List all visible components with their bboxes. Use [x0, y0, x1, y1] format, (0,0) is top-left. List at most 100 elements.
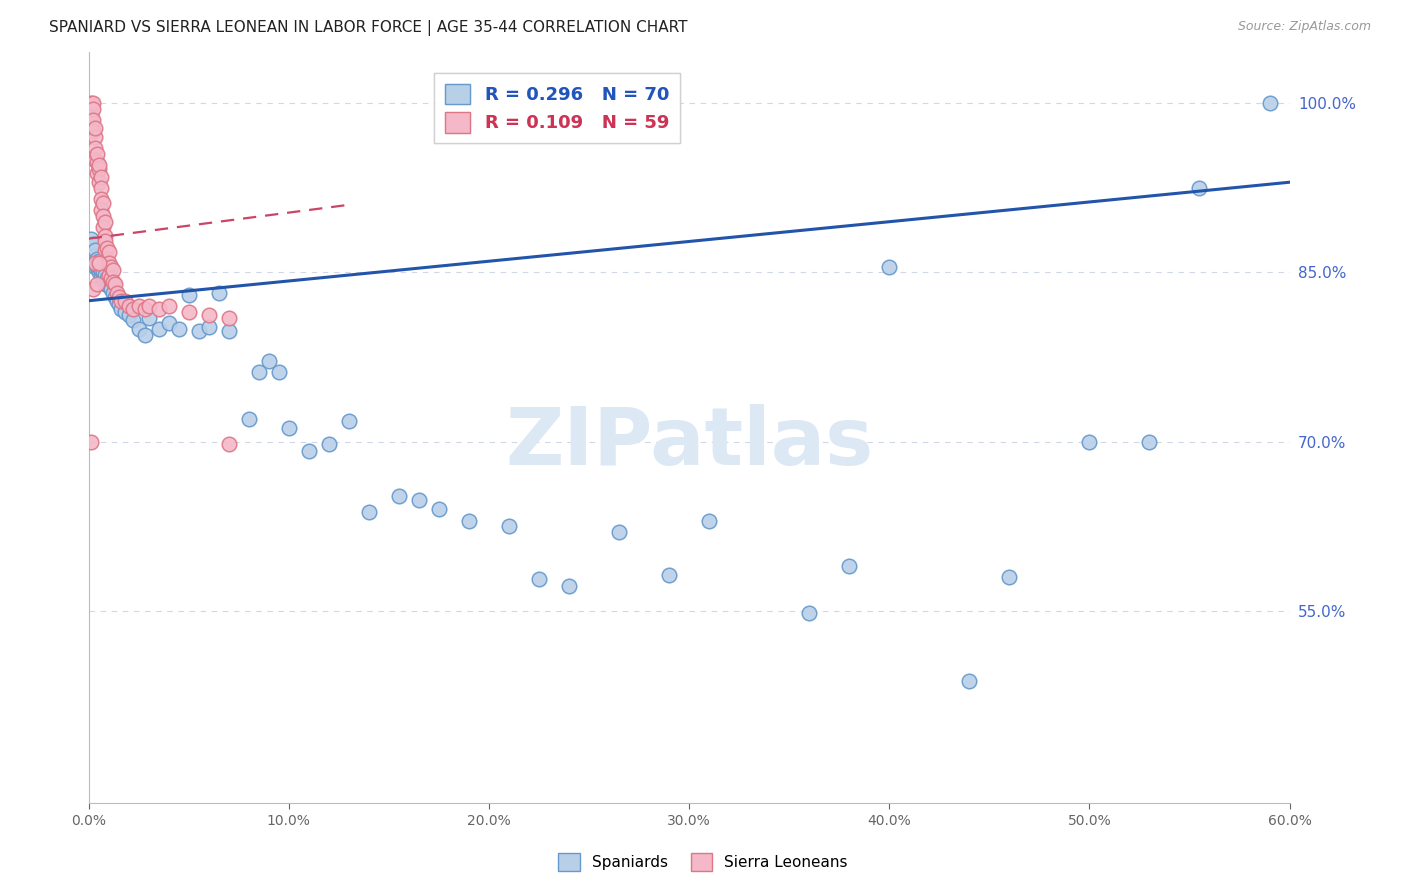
- Legend: Spaniards, Sierra Leoneans: Spaniards, Sierra Leoneans: [553, 847, 853, 877]
- Point: [87, 175, 110, 189]
- Point: [121, 313, 143, 327]
- Point: [558, 579, 581, 593]
- Point: [257, 353, 280, 368]
- Point: [83, 141, 105, 155]
- Point: [138, 310, 160, 325]
- Point: [80, 232, 103, 246]
- Point: [134, 301, 156, 316]
- Point: [110, 301, 132, 316]
- Point: [799, 607, 821, 621]
- Point: [87, 161, 110, 176]
- Point: [114, 293, 136, 308]
- Point: [91, 275, 114, 289]
- Point: [198, 319, 221, 334]
- Point: [105, 293, 128, 308]
- Point: [607, 524, 630, 539]
- Point: [82, 124, 104, 138]
- Point: [527, 573, 550, 587]
- Point: [104, 290, 127, 304]
- Point: [82, 282, 104, 296]
- Point: [498, 519, 520, 533]
- Point: [82, 113, 104, 128]
- Point: [90, 203, 112, 218]
- Point: [80, 113, 103, 128]
- Point: [83, 256, 105, 270]
- Point: [80, 96, 103, 111]
- Point: [83, 153, 105, 167]
- Point: [94, 268, 117, 282]
- Point: [86, 155, 108, 169]
- Point: [90, 268, 112, 282]
- Point: [118, 299, 141, 313]
- Point: [114, 305, 136, 319]
- Point: [96, 241, 118, 255]
- Point: [86, 147, 108, 161]
- Point: [458, 514, 481, 528]
- Point: [105, 285, 128, 300]
- Point: [80, 107, 103, 121]
- Point: [83, 243, 105, 257]
- Point: [94, 229, 117, 244]
- Point: [97, 268, 120, 282]
- Point: [298, 443, 321, 458]
- Point: [157, 316, 180, 330]
- Point: [838, 558, 860, 573]
- Point: [218, 324, 240, 338]
- Point: [134, 327, 156, 342]
- Text: Source: ZipAtlas.com: Source: ZipAtlas.com: [1237, 20, 1371, 33]
- Point: [177, 288, 200, 302]
- Point: [91, 220, 114, 235]
- Point: [121, 301, 143, 316]
- Point: [388, 489, 411, 503]
- Text: ZIPatlas: ZIPatlas: [505, 404, 873, 482]
- Point: [86, 166, 108, 180]
- Point: [277, 421, 299, 435]
- Point: [86, 277, 108, 291]
- Point: [82, 96, 104, 111]
- Point: [128, 299, 150, 313]
- Point: [167, 322, 190, 336]
- Point: [94, 243, 117, 257]
- Point: [91, 195, 114, 210]
- Point: [1258, 96, 1281, 111]
- Point: [86, 260, 108, 274]
- Point: [82, 102, 104, 116]
- Point: [110, 293, 132, 308]
- Point: [208, 285, 231, 300]
- Point: [100, 260, 122, 274]
- Point: [100, 282, 122, 296]
- Point: [247, 365, 270, 379]
- Point: [107, 290, 129, 304]
- Point: [90, 263, 112, 277]
- Point: [697, 514, 720, 528]
- Point: [80, 119, 103, 133]
- Point: [87, 254, 110, 268]
- Point: [107, 297, 129, 311]
- Point: [198, 309, 221, 323]
- Point: [94, 277, 117, 291]
- Point: [90, 192, 112, 206]
- Point: [408, 493, 430, 508]
- Point: [83, 254, 105, 268]
- Point: [238, 412, 260, 426]
- Point: [128, 322, 150, 336]
- Point: [218, 310, 240, 325]
- Point: [218, 437, 240, 451]
- Point: [427, 502, 450, 516]
- Point: [87, 158, 110, 172]
- Point: [1078, 434, 1101, 449]
- Point: [148, 301, 170, 316]
- Point: [100, 271, 122, 285]
- Point: [83, 260, 105, 274]
- Point: [957, 673, 980, 688]
- Point: [91, 209, 114, 223]
- Point: [104, 277, 127, 291]
- Point: [118, 309, 141, 323]
- Point: [97, 277, 120, 291]
- Point: [80, 434, 103, 449]
- Point: [97, 245, 120, 260]
- Point: [90, 169, 112, 184]
- Point: [1139, 434, 1161, 449]
- Point: [337, 414, 360, 428]
- Point: [94, 215, 117, 229]
